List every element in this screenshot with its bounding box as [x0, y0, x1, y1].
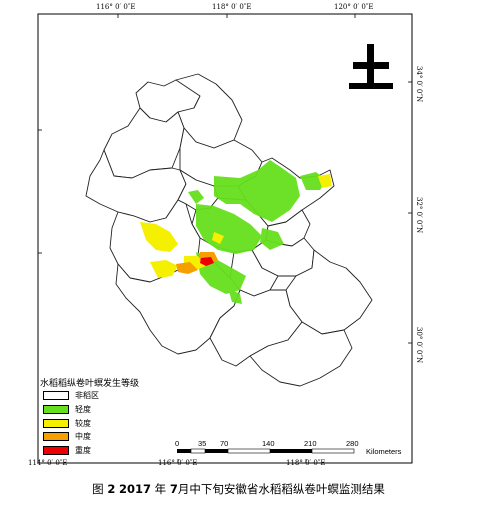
coord-top-1: 116° 0′ 0″E [96, 3, 136, 11]
legend-swatch [43, 405, 69, 414]
scale-tick-label: 0 [175, 439, 180, 448]
coord-bottom-3: 118° 0′ 0″E [286, 459, 326, 467]
scale-tick-label: 70 [220, 439, 229, 448]
region-huangshan [249, 321, 353, 387]
legend-item-moderate: 中度 [43, 432, 163, 442]
legend-label: 轻度 [75, 405, 91, 414]
coord-right-3: 30° 0′ 0″N [415, 327, 423, 364]
scale-unit-label: Kilometers [366, 447, 402, 456]
scale-tick-label: 210 [304, 439, 317, 448]
coord-right-1: 34° 0′ 0″N [415, 66, 423, 103]
north-arrow-icon [349, 44, 393, 89]
coord-right-2: 32° 0′ 0″N [415, 197, 423, 234]
legend-item-none: 非稻区 [43, 391, 163, 401]
scale-bar [177, 448, 355, 454]
legend-swatch [43, 391, 69, 400]
caption-month: 7 [169, 482, 178, 496]
coord-bottom-1: 114° 0′ 0″E [28, 459, 68, 467]
coord-top-2: 118° 0′ 0″E [212, 3, 252, 11]
legend-swatch [43, 419, 69, 428]
scale-tick-label: 140 [262, 439, 275, 448]
region-bozhou [103, 107, 185, 179]
legend-item-light: 轻度 [43, 405, 163, 415]
legend-swatch [43, 432, 69, 441]
caption-prefix: 图 [92, 482, 104, 496]
caption-year-suffix: 年 [154, 482, 167, 496]
caption-rest: 月中下旬安徽省水稻稻纵卷叶螟监测结果 [177, 482, 385, 496]
legend-title: 水稻稻纵卷叶螟发生等级 [40, 379, 140, 389]
legend-label: 非稻区 [75, 391, 99, 400]
scale-tick-label: 280 [346, 439, 359, 448]
legend-item-moderate-light: 较度 [43, 419, 163, 429]
figure-caption: 图 2 2017 年 7月中下旬安徽省水稻稻纵卷叶螟监测结果 [0, 481, 477, 497]
caption-figure-no: 2 [107, 482, 116, 496]
scale-tick-label: 35 [198, 439, 207, 448]
legend-item-severe: 重度 [43, 446, 163, 456]
coord-bottom-2: 116° 0′ 0″E [158, 459, 198, 467]
infestation-severe [200, 257, 214, 266]
caption-year: 2017 [118, 482, 151, 496]
legend-label: 较度 [75, 419, 91, 428]
legend-swatch [43, 446, 69, 455]
legend-label: 重度 [75, 446, 91, 455]
infestation-moderate-light [140, 174, 332, 278]
province-map [85, 73, 373, 387]
legend-label: 中度 [75, 432, 91, 441]
coord-top-3: 120° 0′ 0″E [334, 3, 374, 11]
